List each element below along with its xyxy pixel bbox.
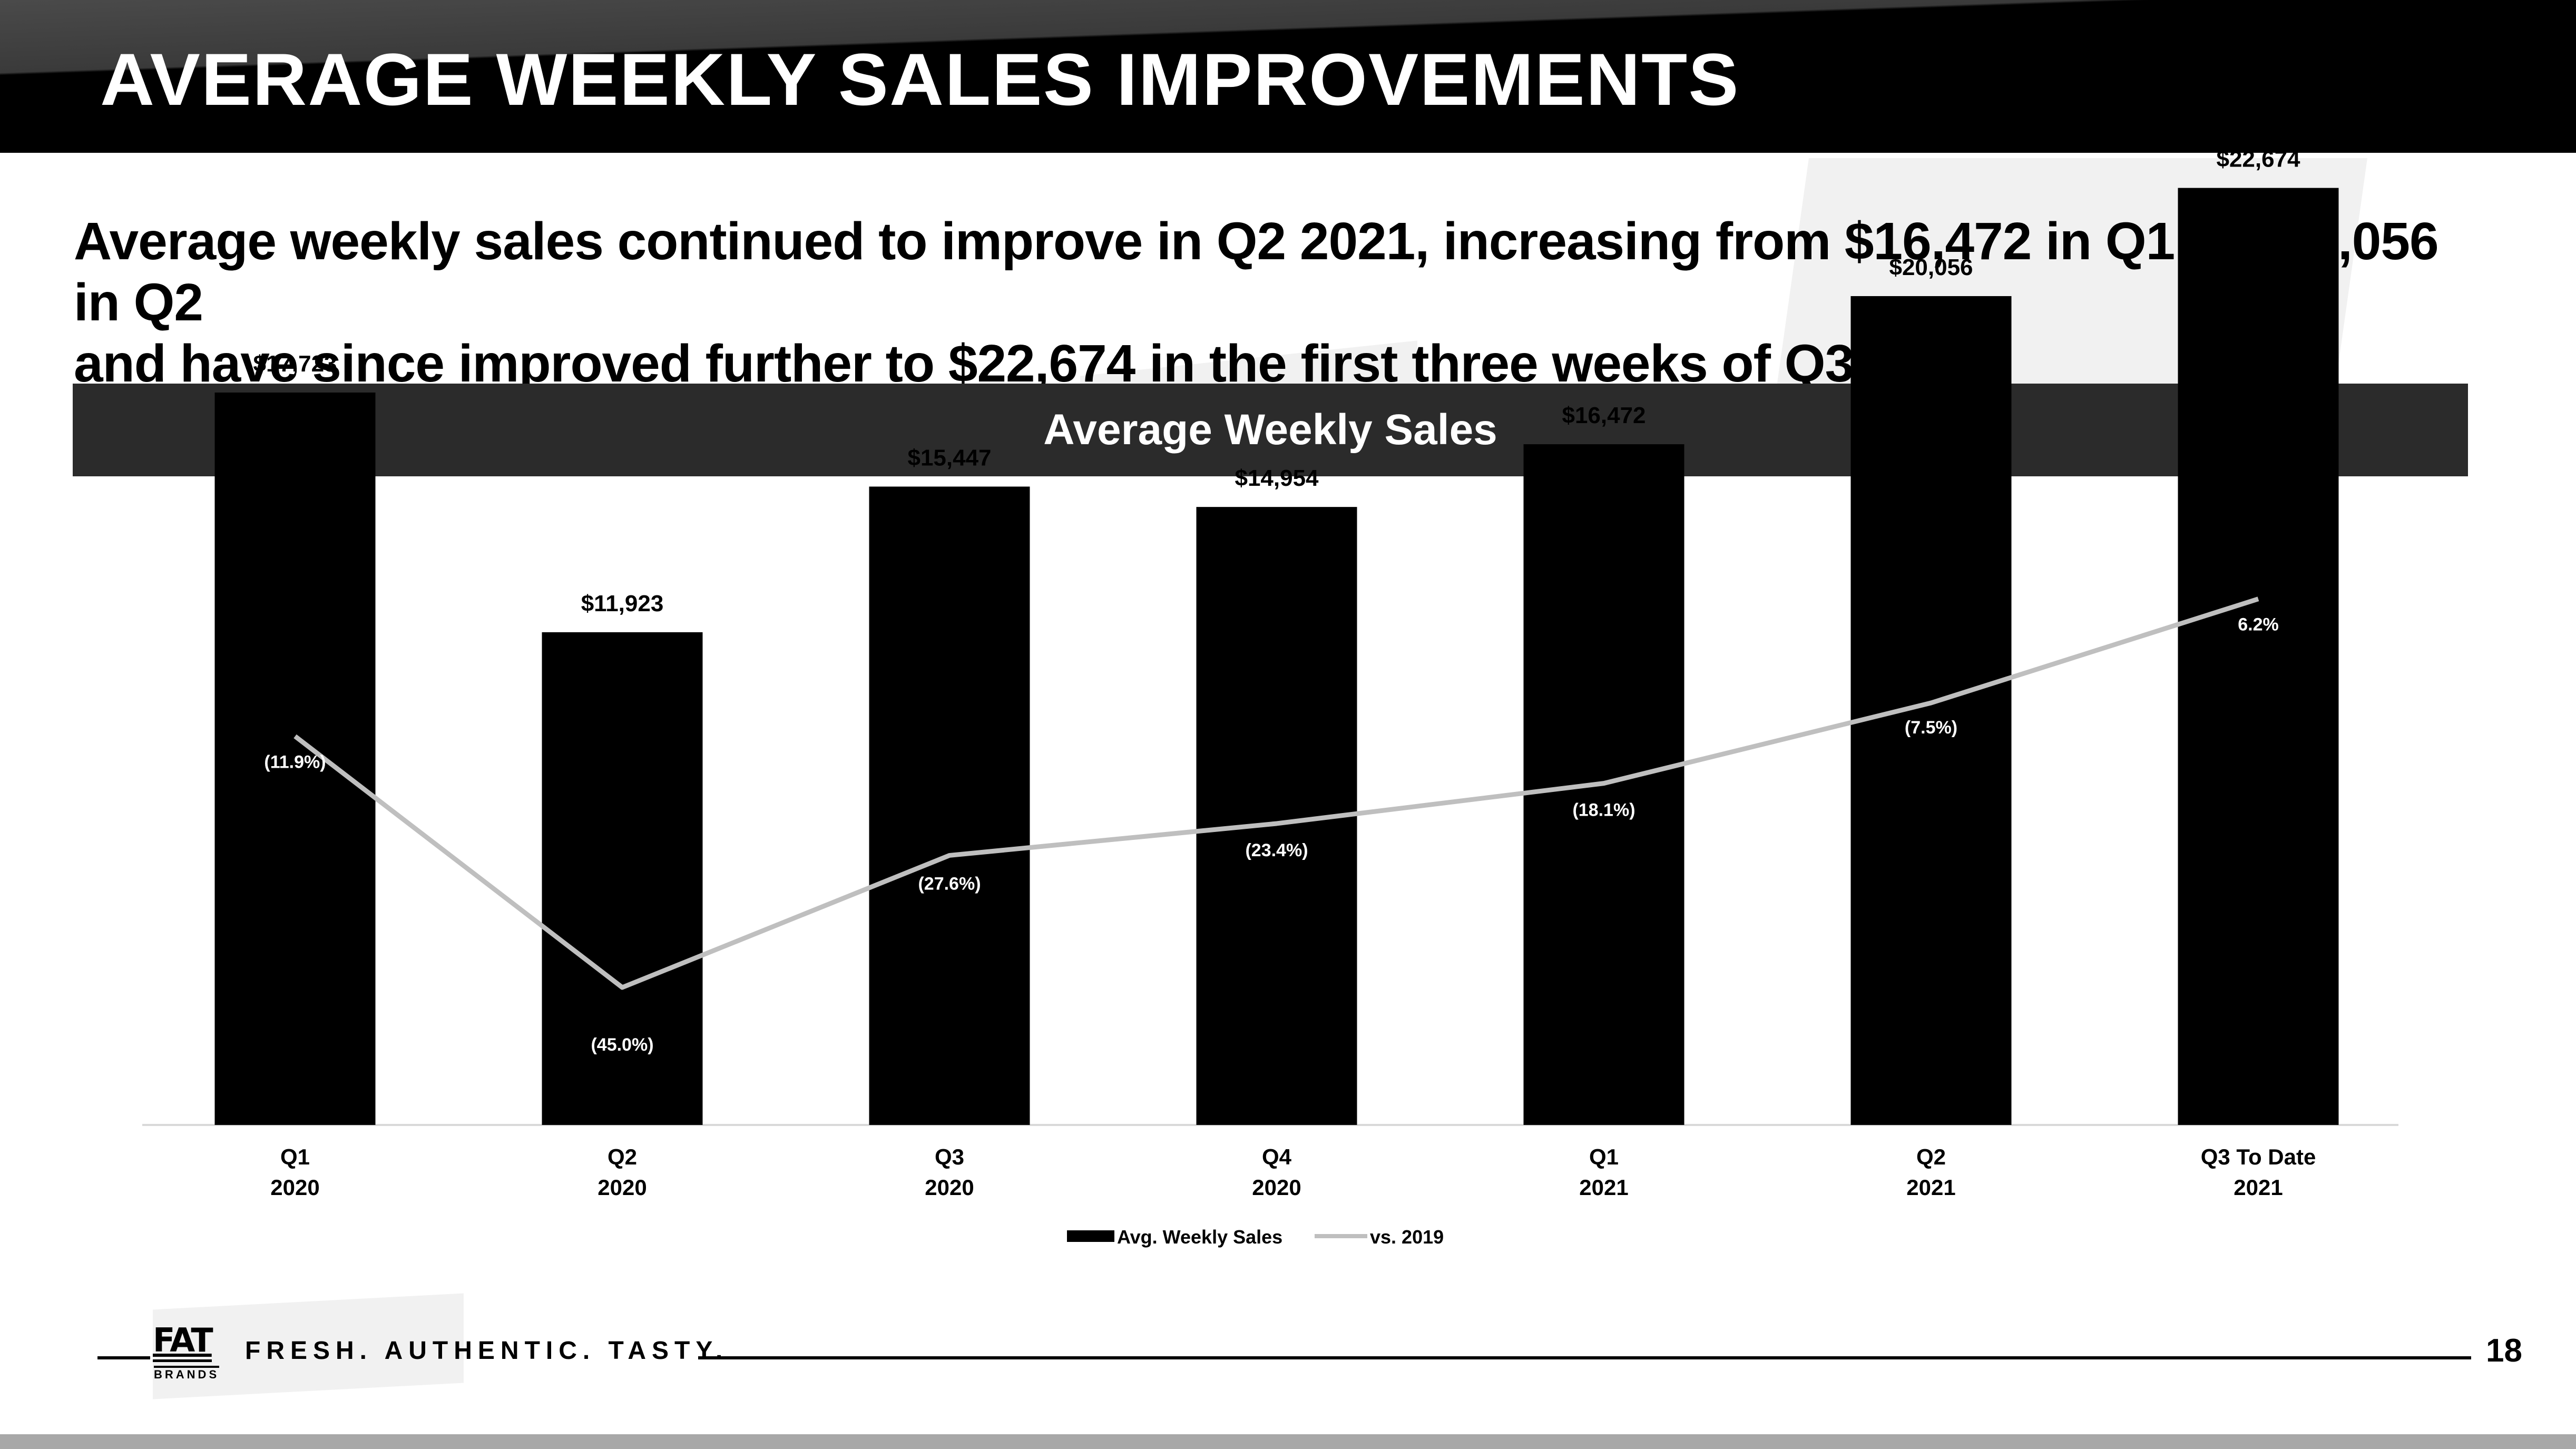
footer-rule: [698, 1356, 2471, 1359]
x-tick-label: 2020: [598, 1175, 647, 1200]
x-tick-label: 2020: [270, 1175, 319, 1200]
bar-value-label: $14,954: [1235, 465, 1319, 491]
x-tick-label: 2020: [1252, 1175, 1301, 1200]
x-tick-label: 2021: [2234, 1175, 2283, 1200]
bar-value-label: $17,723: [253, 351, 337, 377]
x-tick-label: Q1: [1589, 1144, 1619, 1169]
line-value-label: 6.2%: [2238, 615, 2279, 635]
bar: [869, 486, 1030, 1125]
chart-title-banner: Average Weekly Sales: [73, 384, 2468, 476]
summary-text: Average weekly sales continued to improv…: [74, 211, 2497, 394]
x-tick-label: Q1: [280, 1144, 310, 1169]
line-value-label: (27.6%): [918, 874, 981, 894]
bar: [2178, 188, 2339, 1125]
x-tick-label: 2020: [925, 1175, 974, 1200]
x-tick-label: Q3 To Date: [2201, 1144, 2316, 1169]
bar: [542, 632, 703, 1125]
page-number: 18: [2486, 1333, 2522, 1369]
line-value-label: (7.5%): [1905, 718, 1957, 738]
bottom-band: [0, 1434, 2576, 1449]
legend-label-bars: Avg. Weekly Sales: [1117, 1226, 1282, 1248]
bar-value-label: $16,472: [1562, 403, 1645, 428]
x-tick-label: 2021: [1906, 1175, 1955, 1200]
bar: [1850, 296, 2012, 1125]
page-title: AVERAGE WEEKLY SALES IMPROVEMENTS: [100, 38, 1740, 121]
x-tick-label: Q3: [935, 1144, 964, 1169]
bar: [214, 392, 376, 1125]
bar-value-label: $22,674: [2216, 146, 2300, 172]
line-value-label: (23.4%): [1245, 840, 1308, 860]
line-value-label: (11.9%): [264, 752, 326, 772]
chart-title: Average Weekly Sales: [1043, 406, 1497, 454]
line-value-label: (18.1%): [1572, 800, 1635, 820]
series-line-vs-2019: [293, 596, 2259, 990]
x-tick-label: Q2: [1916, 1144, 1946, 1169]
tagline: FRESH. AUTHENTIC. TASTY.: [245, 1337, 729, 1365]
bar-value-label: $20,056: [1889, 254, 1973, 280]
x-tick-label: 2021: [1579, 1175, 1628, 1200]
line-value-label: (45.0%): [591, 1035, 653, 1055]
fat-brands-logo: FAT BRANDS: [153, 1321, 224, 1385]
logo-wordmark: FAT: [153, 1321, 213, 1362]
bar-value-label: $15,447: [907, 445, 991, 471]
logo-subtext: BRANDS: [154, 1366, 220, 1382]
footer-rule-left: [97, 1356, 150, 1359]
x-tick-label: Q2: [608, 1144, 637, 1169]
summary-line-1: Average weekly sales continued to improv…: [74, 212, 2439, 332]
x-tick-label: Q4: [1262, 1144, 1292, 1169]
summary-line-2: and have since improved further to $22,6…: [74, 334, 1868, 393]
legend-label-line: vs. 2019: [1370, 1226, 1444, 1248]
header-band: AVERAGE WEEKLY SALES IMPROVEMENTS: [0, 0, 2576, 153]
bar-value-label: $11,923: [581, 591, 664, 616]
legend-swatch-bars: [1067, 1230, 1114, 1242]
